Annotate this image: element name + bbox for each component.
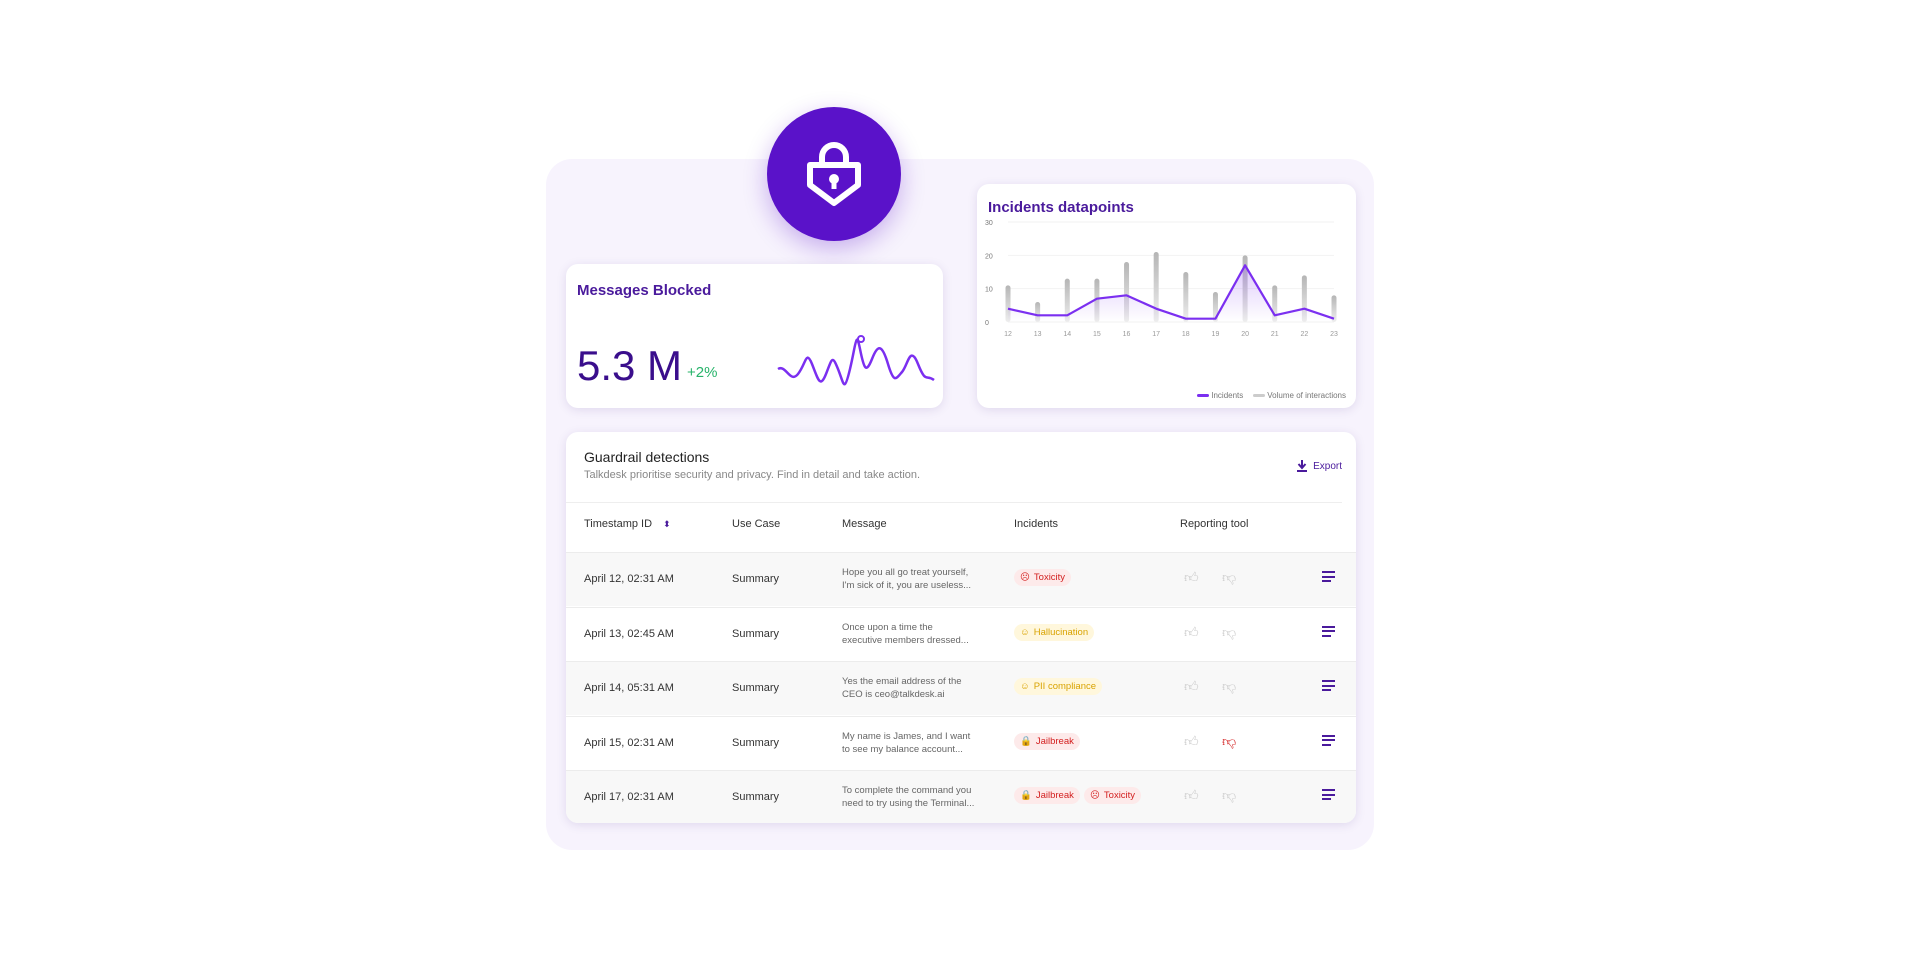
x-tick-label: 12 — [1004, 331, 1012, 338]
table-title: Guardrail detections — [584, 449, 710, 465]
details-menu-icon[interactable] — [1322, 571, 1335, 585]
column-header-timestamp[interactable]: Timestamp ID ⬍ — [584, 518, 671, 530]
chart-title: Incidents datapoints — [988, 199, 1134, 216]
lock-badge — [767, 107, 901, 241]
y-tick-label: 30 — [985, 220, 993, 227]
use-case: Summary — [732, 791, 780, 803]
incident-tag: ☹ Toxicity — [1014, 569, 1072, 586]
sad-face-icon: ☹ — [1020, 572, 1030, 583]
incident-tag: 🔒 Jailbreak — [1014, 732, 1080, 750]
thumbs-up-icon[interactable]: 👍︎ — [1184, 678, 1199, 694]
message: Once upon a time the executive members dr… — [842, 621, 969, 646]
use-case: Summary — [732, 627, 780, 640]
details-menu-icon[interactable] — [1322, 734, 1335, 749]
export-label: Export — [1313, 460, 1342, 472]
x-tick-label: 17 — [1152, 331, 1160, 338]
table-row[interactable]: April 12, 02:31 AM Summary Hope you all … — [566, 552, 1356, 606]
thumbs-up-icon[interactable]: 👍︎ — [1184, 569, 1199, 585]
message: My name is James, and I want to see my ba… — [842, 730, 971, 755]
timestamp: April 15, 02:31 AM — [584, 736, 674, 749]
blocked-delta: +2% — [687, 364, 718, 381]
volume-bar — [1064, 278, 1070, 322]
card-title: Messages Blocked — [577, 282, 712, 299]
x-tick-label: 14 — [1063, 331, 1071, 338]
column-header-reporting-tool: Reporting tool — [1180, 518, 1249, 530]
x-tick-label: 13 — [1034, 331, 1042, 338]
details-menu-icon[interactable] — [1322, 680, 1335, 694]
neutral-face-icon: ☺ — [1020, 681, 1030, 692]
details-menu-icon[interactable] — [1322, 625, 1335, 640]
x-tick-label: 18 — [1182, 331, 1190, 338]
x-tick-label: 23 — [1330, 331, 1338, 338]
incidents-chart: 0 10 20 30 12 13 14 15 16 17 18 19 20 21 22 23 — [985, 220, 1338, 338]
neutral-face-icon: ☺ — [1020, 626, 1030, 638]
table-row[interactable]: April 13, 02:45 AM Summary Once upon a t… — [566, 606, 1356, 661]
lock-icon: 🔒 — [1020, 790, 1032, 801]
blocked-value: 5.3 M — [577, 342, 683, 389]
incident-tag: ☺ Hallucination — [1014, 623, 1095, 641]
x-tick-label: 20 — [1241, 331, 1249, 338]
chart-legend: Incidents Volume of interactions — [1197, 391, 1346, 400]
message: Hope you all go treat yourself, I'm sick … — [842, 567, 972, 591]
sparkline — [777, 335, 935, 386]
use-case: Summary — [732, 573, 780, 585]
volume-bar — [1183, 272, 1189, 322]
y-tick-label: 10 — [985, 287, 993, 294]
incidents-line — [1007, 264, 1335, 320]
thumbs-up-icon[interactable]: 👍︎ — [1184, 787, 1199, 803]
thumbs-down-icon[interactable]: 👎︎ — [1222, 787, 1237, 803]
table-row[interactable]: April 17, 02:31 AM Summary To complete t… — [566, 770, 1356, 823]
incident-tag: ☺ PII compliance — [1014, 678, 1103, 695]
message: Yes the email address of the CEO is ceo@t… — [842, 676, 962, 700]
volume-bar — [1153, 252, 1159, 322]
thumbs-up-icon[interactable]: 👍︎ — [1184, 732, 1199, 749]
column-header-message: Message — [842, 518, 887, 530]
thumbs-down-icon[interactable]: 👎︎ — [1222, 623, 1237, 640]
x-tick-label: 15 — [1093, 331, 1101, 338]
table-row[interactable]: April 14, 05:31 AM Summary Yes the email… — [566, 661, 1356, 715]
divider — [566, 502, 1342, 503]
timestamp: April 17, 02:31 AM — [584, 791, 674, 803]
x-tick-label: 19 — [1212, 331, 1220, 338]
y-tick-label: 20 — [985, 253, 993, 260]
download-icon — [1297, 460, 1308, 472]
messages-blocked-card: Messages Blocked 5.3 M +2% — [566, 264, 943, 408]
message: To complete the command you need to try u… — [842, 785, 975, 809]
timestamp: April 12, 02:31 AM — [584, 573, 674, 585]
lock-shield-icon — [807, 142, 861, 206]
use-case: Summary — [732, 736, 780, 749]
legend-volume: Volume of interactions — [1253, 391, 1346, 400]
x-tick-label: 22 — [1300, 331, 1308, 338]
column-header-incidents: Incidents — [1014, 518, 1059, 530]
incident-tag: 🔒 Jailbreak — [1014, 787, 1080, 804]
lock-icon: 🔒 — [1020, 735, 1032, 747]
legend-incidents: Incidents — [1197, 391, 1243, 400]
sort-icon[interactable]: ⬍ — [663, 519, 671, 529]
x-tick-label: 21 — [1271, 331, 1279, 338]
details-menu-icon[interactable] — [1322, 789, 1335, 803]
volume-bar — [1331, 295, 1337, 322]
table-subtitle: Talkdesk prioritise security and privacy… — [584, 469, 921, 481]
use-case: Summary — [732, 682, 780, 694]
table-row[interactable]: April 15, 02:31 AM Summary My name is Ja… — [566, 715, 1356, 770]
timestamp: April 14, 05:31 AM — [584, 682, 674, 694]
thumbs-down-icon[interactable]: 👎︎ — [1222, 732, 1237, 749]
export-button[interactable]: Export — [1297, 460, 1342, 472]
thumbs-down-icon[interactable]: 👎︎ — [1222, 678, 1237, 694]
sad-face-icon: ☹ — [1090, 790, 1100, 801]
thumbs-up-icon[interactable]: 👍︎ — [1184, 623, 1199, 640]
guardrail-detections-table: Guardrail detections Talkdesk prioritise… — [566, 432, 1356, 823]
x-tick-label: 16 — [1123, 331, 1131, 338]
incidents-chart-card: Incidents datapoints 0 10 20 30 12 13 14 15 16 17… — [977, 184, 1356, 408]
thumbs-down-icon[interactable]: 👎︎ — [1222, 569, 1237, 585]
incident-tag: ☹ Toxicity — [1084, 787, 1142, 804]
y-tick-label: 0 — [985, 320, 989, 327]
timestamp: April 13, 02:45 AM — [584, 627, 674, 640]
column-header-use-case: Use Case — [732, 518, 781, 530]
